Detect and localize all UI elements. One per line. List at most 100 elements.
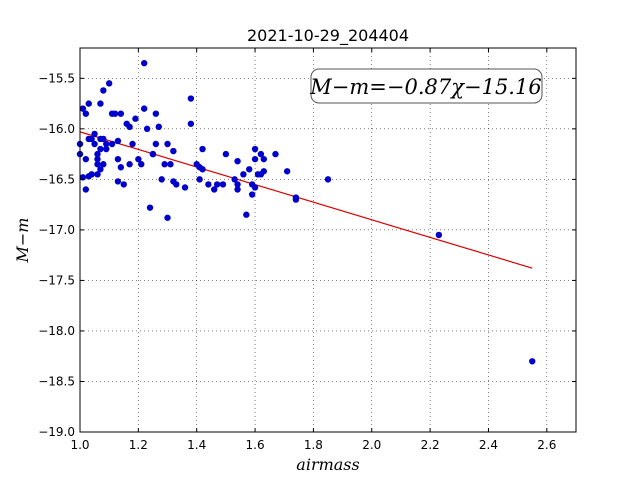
data-point — [161, 161, 168, 168]
data-point — [222, 150, 230, 158]
data-point — [234, 181, 241, 188]
x-tick-label: 1.8 — [304, 438, 323, 452]
data-point — [140, 59, 148, 67]
y-tick-label: −17.0 — [38, 223, 75, 237]
data-point — [97, 166, 104, 173]
data-point — [149, 150, 157, 158]
data-point — [529, 358, 536, 365]
points-layer — [76, 59, 536, 365]
data-point — [213, 181, 221, 188]
data-point — [79, 105, 87, 112]
data-point — [82, 110, 90, 117]
y-axis-title: M−m — [13, 218, 32, 264]
data-point — [114, 137, 122, 145]
data-point — [88, 171, 95, 178]
y-tick-label: −16.0 — [38, 122, 75, 136]
data-point — [152, 140, 160, 148]
data-point — [100, 87, 107, 94]
x-tick-label: 2.0 — [362, 438, 381, 452]
data-point — [88, 135, 95, 143]
data-point — [146, 204, 154, 211]
data-point — [100, 135, 107, 143]
data-point — [243, 211, 250, 218]
data-point — [108, 140, 116, 148]
ticks-layer: 1.0 1.2 1.4 1.6 1.8 2.0 2.2 2.4 2.6 −15.5 −16.0 −16… — [38, 48, 576, 452]
data-point — [152, 110, 160, 117]
data-point — [292, 196, 300, 203]
data-point — [435, 231, 443, 239]
x-tick-label: 2.4 — [479, 438, 498, 452]
data-point — [117, 110, 125, 117]
x-tick-label: 1.6 — [246, 438, 265, 452]
data-point — [234, 157, 241, 165]
data-point — [257, 150, 265, 158]
fit-annotation-text: M−m=−0.87χ−15.16 — [309, 75, 541, 99]
data-point — [103, 140, 110, 148]
data-point — [91, 130, 98, 138]
data-point — [164, 140, 171, 148]
data-point — [135, 155, 142, 163]
data-point — [111, 110, 119, 117]
data-point — [164, 214, 171, 221]
x-tick-label: 1.0 — [70, 438, 89, 452]
data-point — [173, 181, 180, 188]
data-point — [260, 168, 268, 175]
data-point — [234, 186, 241, 193]
data-point — [140, 105, 148, 112]
chart-title: 2021-10-29_204404 — [247, 26, 409, 46]
data-point — [94, 161, 101, 168]
data-point — [246, 166, 253, 173]
data-point — [283, 168, 291, 175]
data-point — [199, 166, 206, 173]
data-point — [251, 184, 259, 191]
data-point — [114, 178, 122, 185]
data-point — [155, 123, 162, 131]
data-point — [231, 176, 238, 183]
data-point — [114, 155, 122, 163]
data-point — [240, 171, 247, 178]
x-tick-label: 2.6 — [537, 438, 556, 452]
data-point — [196, 176, 203, 183]
data-point — [143, 125, 151, 133]
data-point — [91, 140, 98, 148]
data-point — [211, 186, 218, 193]
data-point — [94, 171, 101, 178]
fit-annotation-box — [310, 68, 543, 104]
data-point — [167, 161, 174, 168]
data-point — [97, 145, 104, 153]
data-point — [85, 100, 92, 107]
data-point — [82, 155, 90, 163]
data-point — [97, 100, 104, 107]
y-tick-label: −19.0 — [38, 425, 75, 439]
data-point — [138, 161, 145, 168]
y-tick-label: −17.5 — [38, 273, 75, 287]
data-point — [100, 161, 107, 168]
data-point — [181, 184, 189, 191]
x-tick-label: 1.4 — [187, 438, 206, 452]
data-point — [324, 176, 332, 183]
data-point — [126, 161, 133, 168]
data-point — [260, 155, 268, 163]
data-point — [82, 186, 90, 193]
data-point — [105, 80, 113, 87]
y-tick-label: −16.5 — [38, 172, 75, 186]
data-point — [272, 150, 279, 158]
data-point — [94, 155, 101, 163]
x-tick-label: 1.2 — [129, 438, 148, 452]
plot-frame — [79, 47, 577, 433]
data-point — [205, 181, 212, 188]
x-axis-title: airmass — [296, 455, 359, 474]
data-point — [187, 95, 195, 102]
y-tick-label: −18.5 — [38, 374, 75, 388]
data-point — [94, 150, 101, 158]
y-tick-label: −18.0 — [38, 324, 75, 338]
data-point — [117, 164, 125, 171]
data-point — [129, 140, 136, 148]
data-point — [219, 181, 227, 188]
data-point — [199, 145, 206, 153]
data-point — [251, 145, 259, 153]
data-point — [120, 181, 127, 188]
fit-annotation: M−m=−0.87χ−15.16 — [309, 68, 543, 104]
data-point — [248, 191, 256, 198]
